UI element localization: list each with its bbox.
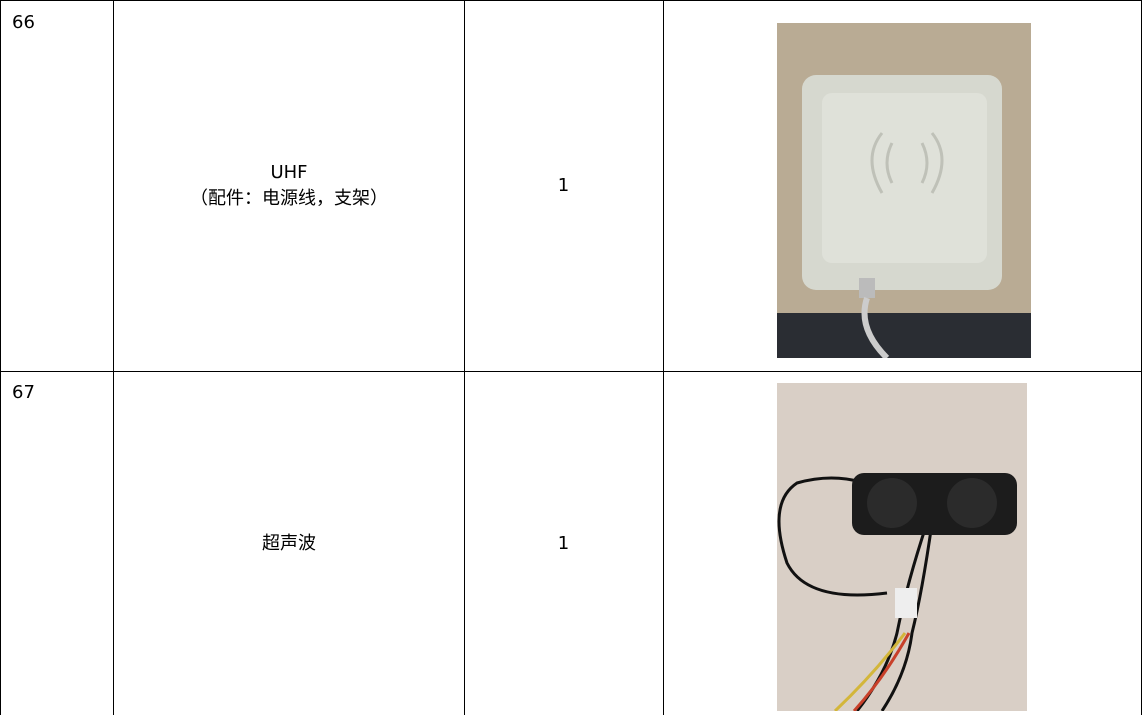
name-line: 超声波	[262, 532, 316, 554]
quantity: 1	[557, 174, 570, 196]
item-name: UHF （配件：电源线，支架）	[114, 0, 464, 371]
name-line: （配件：电源线，支架）	[190, 187, 388, 209]
photo-ultrasonic	[777, 383, 1027, 711]
row-border	[0, 0, 1142, 1]
photo-uhf	[777, 23, 1031, 358]
item-number: 67	[12, 382, 35, 403]
quantity: 1	[557, 532, 570, 554]
col-border	[464, 0, 465, 715]
col-border	[113, 0, 114, 715]
col-border	[663, 0, 664, 715]
item-number: 66	[12, 12, 35, 33]
name-line: UHF	[270, 161, 308, 183]
col-border	[0, 0, 1, 715]
item-name: 超声波	[114, 372, 464, 715]
row-border	[0, 371, 1142, 372]
